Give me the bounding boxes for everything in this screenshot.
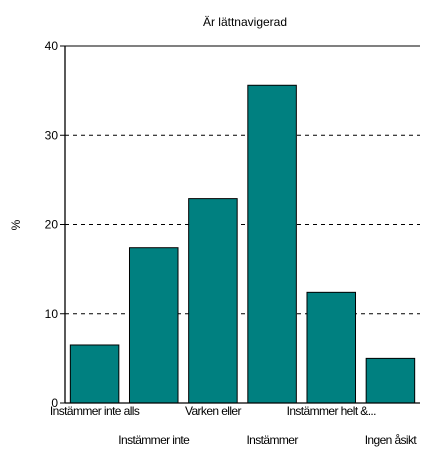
x-tick-labels: Instämmer inte alls Instämmer inte Varken … [50,404,418,447]
chart-title: Är lättnavigerad [203,15,287,29]
y-ticks: 0 10 20 30 40 [45,39,65,410]
y-tick-label: 40 [45,39,59,53]
bar [188,198,238,404]
bar [247,84,297,404]
y-tick-label: 20 [45,218,59,232]
x-tick-label: Instämmer [246,433,298,447]
x-tick-label: Varken eller [185,404,242,418]
bars [69,84,416,404]
x-tick-label: Ingen åsikt [365,433,418,447]
x-tick-label: Instämmer inte [118,433,190,447]
y-tick-label: 0 [51,396,58,410]
bar [69,344,120,404]
x-tick-label: Instämmer inte alls [50,404,140,418]
y-tick-label: 10 [45,307,59,321]
x-tick-label: Instämmer helt &... [287,404,377,418]
gridlines [65,45,420,315]
bar [365,357,416,404]
y-tick-label: 30 [45,128,59,142]
y-axis-label: % [9,219,23,230]
bar [128,247,179,404]
bar [306,291,357,404]
